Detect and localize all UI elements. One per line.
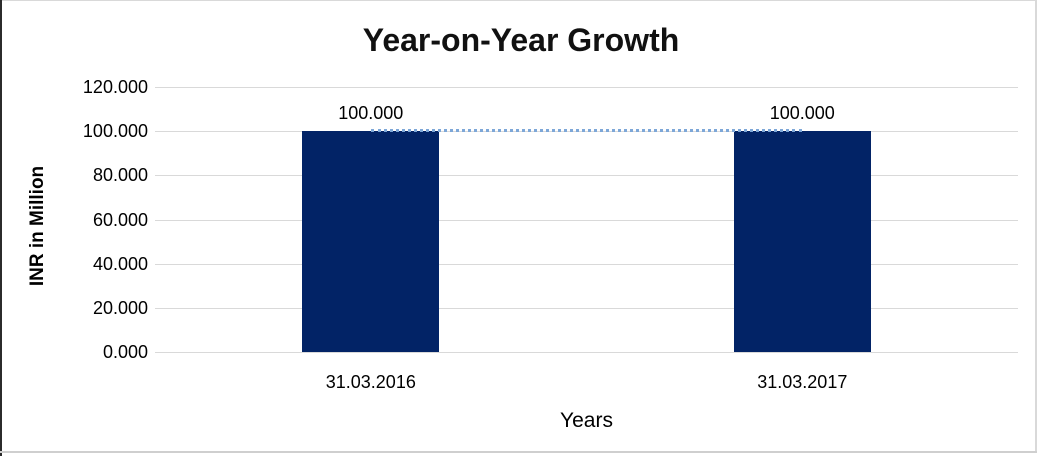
bar bbox=[733, 131, 871, 352]
chart-border-top bbox=[0, 0, 1037, 1]
y-tick-label: 100.000 bbox=[82, 121, 148, 142]
chart-border-bottom bbox=[0, 451, 1037, 453]
y-tick-label: 20.000 bbox=[92, 297, 148, 318]
x-tick-label: 31.03.2016 bbox=[325, 372, 416, 392]
chart-border-left bbox=[0, 0, 2, 456]
gridline bbox=[155, 352, 1018, 353]
chart-border-right bbox=[1035, 0, 1037, 452]
y-tick-label: 120.000 bbox=[82, 77, 148, 97]
gridline bbox=[155, 307, 1018, 309]
gridline bbox=[155, 175, 1018, 177]
gridline bbox=[155, 219, 1018, 221]
bar-value-label: 100.000 bbox=[338, 103, 404, 124]
y-tick-label: 60.000 bbox=[92, 209, 148, 230]
y-tick-label: 40.000 bbox=[92, 253, 148, 274]
y-tick-label: 80.000 bbox=[92, 165, 148, 186]
y-tick-label: 0.000 bbox=[102, 342, 148, 362]
bar-value-label: 100.000 bbox=[769, 103, 835, 124]
chart-title: Year-on-Year Growth bbox=[362, 22, 680, 58]
gridline bbox=[155, 87, 1018, 88]
growth-trend-line bbox=[370, 129, 803, 133]
gridline bbox=[155, 263, 1018, 265]
x-tick-label: 31.03.2017 bbox=[757, 372, 848, 392]
plot-area: 100.000 100.000 bbox=[155, 87, 1018, 353]
bar bbox=[302, 131, 440, 352]
x-axis-title: Years bbox=[560, 409, 613, 432]
